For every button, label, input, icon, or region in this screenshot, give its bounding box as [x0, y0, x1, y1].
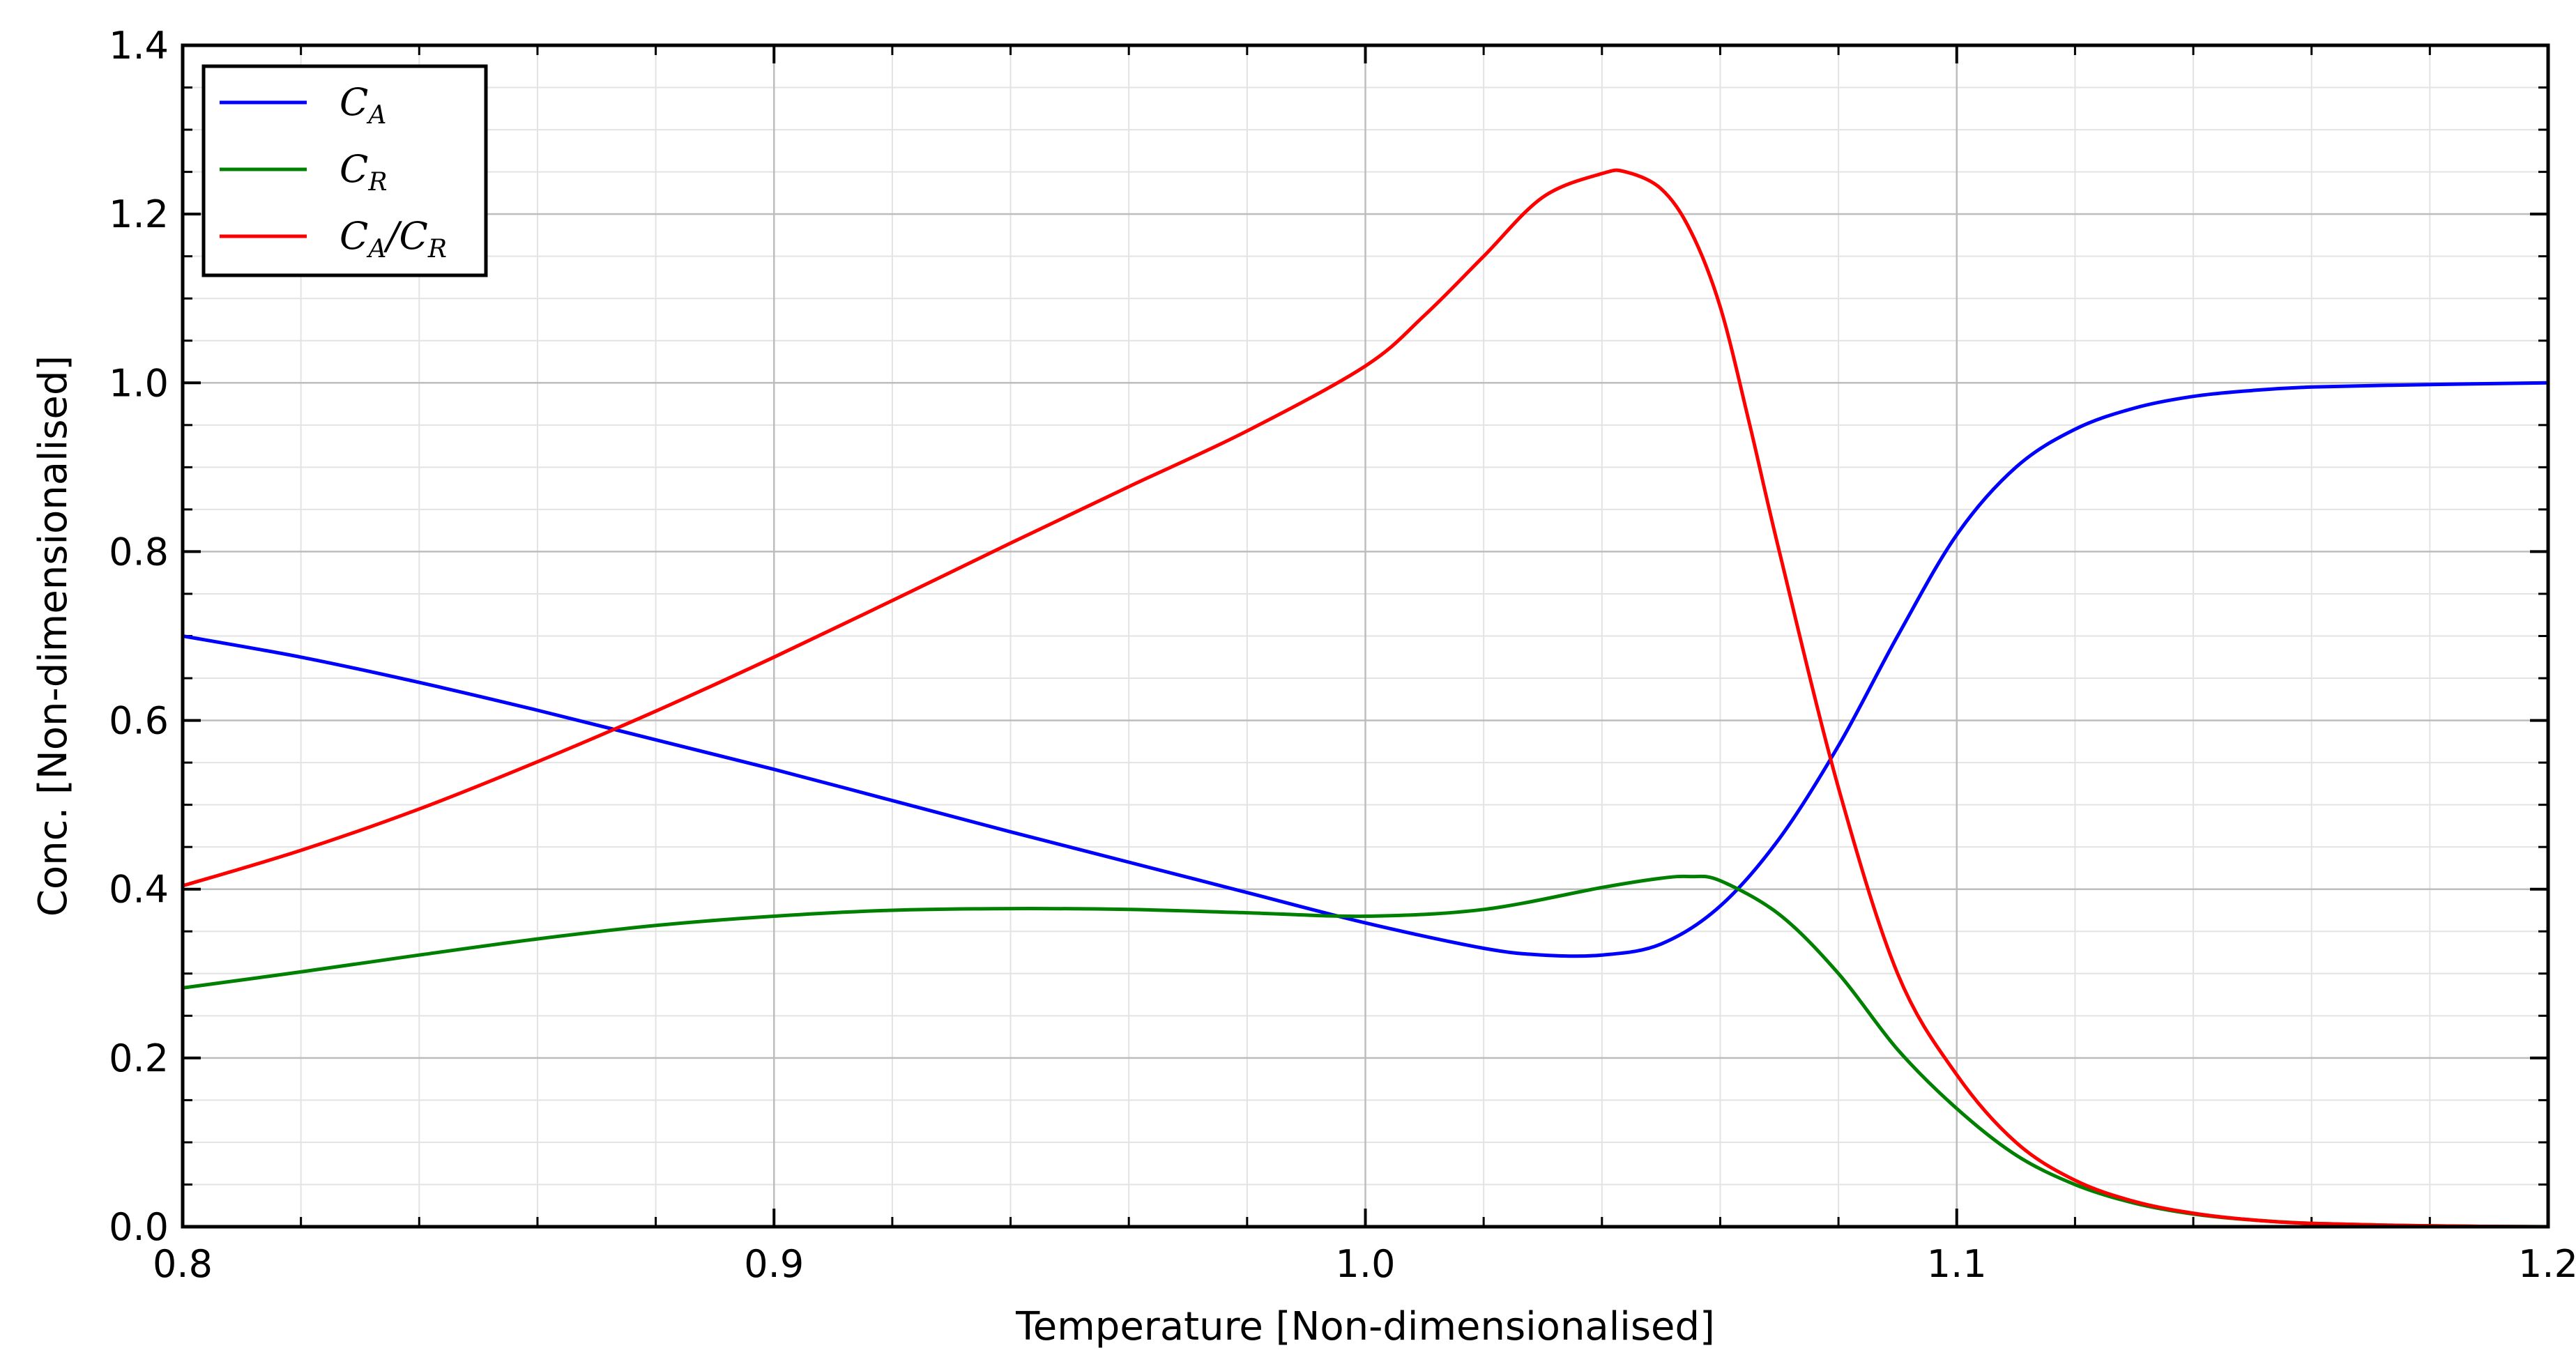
y-tick-label: 0.6	[109, 699, 169, 743]
series-line-ca	[181, 381, 2550, 958]
x-tick-label: 1.0	[1336, 1242, 1396, 1286]
legend-label-ca-over-cr: CA/CR	[340, 214, 447, 263]
x-tick-label: 1.2	[2518, 1242, 2576, 1286]
y-tick-label: 1.2	[109, 192, 169, 236]
y-axis-title: Conc. [Non-dimensionalised]	[31, 355, 76, 917]
series-line-ca-over-cr	[181, 168, 2550, 1229]
x-tick-label: 0.8	[153, 1242, 213, 1286]
x-tick-label: 1.1	[1927, 1242, 1987, 1286]
plot-frame	[181, 43, 2550, 1229]
y-tick-label: 0.2	[109, 1036, 169, 1080]
tick-labels: 0.8 0.9 1.0 1.1 1.2 0.0 0.2 0.4 0.6 0.8 1.0 1.2 1.4	[109, 24, 2576, 1286]
y-tick-label: 1.0	[109, 361, 169, 405]
x-axis-title: Temperature [Non-dimensionalised]	[1015, 1304, 1715, 1349]
x-tick-label: 0.9	[744, 1242, 804, 1286]
legend-label-ca: CA	[340, 80, 386, 130]
legend-label-cr: CR	[340, 147, 387, 197]
y-tick-label: 0.4	[109, 868, 169, 912]
series-layer	[181, 168, 2550, 1229]
y-tick-label: 0.0	[109, 1205, 169, 1249]
y-tick-label: 1.4	[109, 24, 169, 68]
y-tick-label: 0.8	[109, 530, 169, 574]
legend: CA CR CA/CR	[201, 64, 488, 277]
